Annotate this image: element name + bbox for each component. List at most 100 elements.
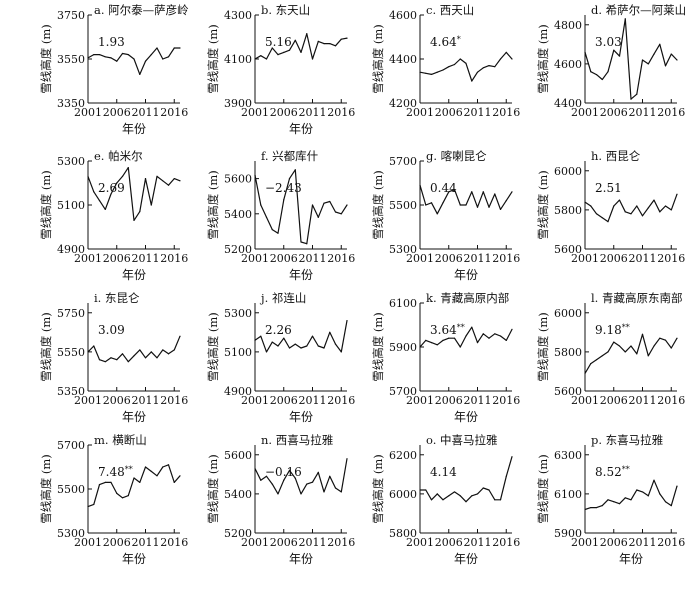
data-point <box>139 73 141 75</box>
data-point <box>465 501 467 503</box>
y-tick-label: 4900 <box>224 385 252 398</box>
data-point <box>653 199 655 201</box>
data-point <box>607 71 609 73</box>
data-point <box>459 204 461 206</box>
data-point <box>133 219 135 221</box>
data-point <box>664 205 667 207</box>
x-tick-label: 2001 <box>74 536 102 549</box>
y-axis-label: 雪线高度 (m) <box>206 312 220 382</box>
x-tick-label: 2006 <box>435 106 463 119</box>
x-tick-label: 2011 <box>132 536 160 549</box>
data-point <box>288 469 291 472</box>
data-point <box>511 58 513 60</box>
series-line <box>584 333 678 374</box>
data-point <box>453 63 456 66</box>
data-point <box>419 346 421 348</box>
x-tick-label: 2011 <box>464 536 492 549</box>
y-tick-label: 3550 <box>57 53 85 66</box>
data-point <box>156 47 158 49</box>
x-tick-label: 2006 <box>103 536 131 549</box>
data-point <box>162 180 164 182</box>
data-point <box>436 344 438 346</box>
x-tick-label: 2001 <box>241 536 269 549</box>
trend-annotation: 0.44 <box>430 181 457 195</box>
data-point <box>254 58 256 60</box>
data-point <box>476 206 479 208</box>
data-point <box>283 479 285 481</box>
data-point <box>104 56 106 58</box>
data-point <box>601 355 603 357</box>
data-point <box>167 184 170 186</box>
y-tick-label: 5600 <box>224 449 252 462</box>
trend-annotation: 8.52** <box>595 465 630 480</box>
data-point <box>346 320 348 322</box>
series-line <box>87 47 180 76</box>
x-tick-label: 2011 <box>629 252 657 265</box>
data-point <box>442 69 444 71</box>
panel-title: h. 西昆仑 <box>591 149 641 163</box>
data-point <box>139 211 141 213</box>
data-point <box>448 66 450 68</box>
data-point <box>87 57 89 59</box>
data-point <box>653 53 655 55</box>
trend-annotation: −0.16 <box>265 465 302 479</box>
data-point <box>584 201 586 203</box>
data-point <box>436 213 438 215</box>
x-tick-label: 2016 <box>160 536 188 549</box>
data-point <box>505 475 507 477</box>
y-tick-label: 5100 <box>57 199 85 212</box>
panel-title: j. 祁连山 <box>259 291 306 305</box>
data-point <box>150 54 152 56</box>
y-axis-label: 雪线高度 (m) <box>206 170 220 240</box>
data-point <box>630 98 632 100</box>
data-point <box>584 372 586 374</box>
data-point <box>601 217 603 219</box>
panel-title: i. 东昆仑 <box>94 291 140 305</box>
data-point <box>294 169 296 171</box>
data-point <box>624 211 626 213</box>
panel-title: d. 希萨尔—阿莱山 <box>591 3 686 17</box>
x-axis-label: 年份 <box>289 268 313 282</box>
data-point <box>494 499 496 501</box>
data-point <box>139 481 141 483</box>
data-point <box>471 80 473 82</box>
x-tick-label: 2001 <box>241 394 269 407</box>
data-point <box>323 491 325 493</box>
y-axis-label: 雪线高度 (m) <box>371 454 385 524</box>
x-tick-label: 2016 <box>160 106 188 119</box>
x-axis-label: 年份 <box>454 268 478 282</box>
y-tick-label: 5400 <box>224 488 252 501</box>
series-line <box>584 18 678 100</box>
panel-m: 5300 5500 5700 2001 2006 2011 2016 m. 横断山 7.48**… <box>39 433 188 566</box>
data-point <box>613 341 615 343</box>
y-tick-label: 6000 <box>554 165 582 178</box>
data-point <box>283 337 285 339</box>
data-point <box>670 347 672 349</box>
panel-b: 3900 4100 4300 2001 2006 2011 2016 b. 东天山 5.16 雪线… <box>206 3 355 136</box>
data-point <box>618 199 621 201</box>
trend-value: 5.16 <box>265 35 292 49</box>
data-point <box>419 489 421 491</box>
x-tick-label: 2006 <box>103 252 131 265</box>
y-tick-label: 3900 <box>224 97 252 110</box>
data-point <box>595 506 598 509</box>
series-line <box>420 456 513 503</box>
data-point <box>306 483 308 485</box>
x-tick-label: 2011 <box>299 536 327 549</box>
data-point <box>265 351 268 353</box>
y-tick-label: 5700 <box>389 155 417 168</box>
data-point <box>630 213 632 215</box>
data-point <box>323 202 325 204</box>
data-point <box>584 51 586 53</box>
trend-value: 2.26 <box>265 323 292 337</box>
x-tick-label: 2006 <box>600 394 628 407</box>
data-point <box>334 343 337 345</box>
data-point <box>300 493 302 495</box>
data-point <box>647 207 649 209</box>
trend-annotation: −2.43 <box>265 181 302 195</box>
data-point <box>613 49 615 51</box>
data-point <box>116 492 118 494</box>
data-point <box>465 62 467 64</box>
panel-j: 4900 5100 5300 2001 2006 2011 2016 j. 祁连山 2.26 雪线… <box>206 291 355 424</box>
panel-title: c. 西天山 <box>426 3 474 17</box>
